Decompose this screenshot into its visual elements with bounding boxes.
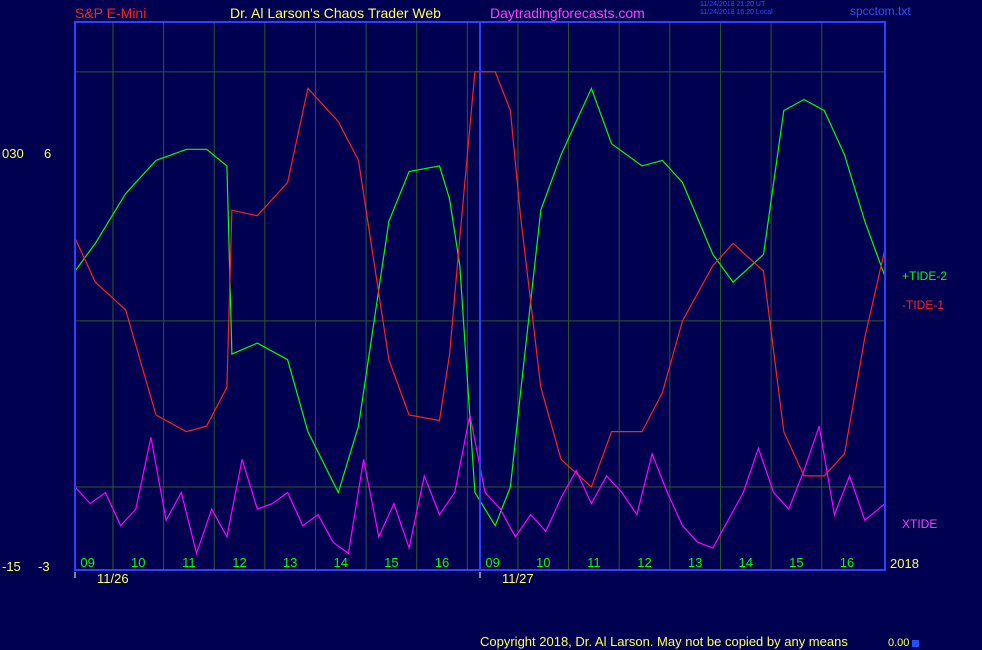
x-tick-label: 10 [131, 555, 145, 570]
x-tick-label: 09 [80, 555, 94, 570]
x-tick-label: 11 [587, 555, 601, 570]
x-tick-label: 15 [384, 555, 398, 570]
x-tick-label: 13 [283, 555, 297, 570]
series-line-xtide [74, 414, 886, 556]
y-label-6: 6 [44, 146, 52, 161]
file-name: spcctom.txt [850, 4, 911, 18]
x-tick-label: 13 [688, 555, 702, 570]
legend-tide2: +TIDE-2 [902, 269, 948, 283]
utc-timestamp: 11/24/2018 21:20 UT [700, 1, 766, 8]
x-tick-label: 16 [435, 555, 449, 570]
y-label-030: 030 [2, 146, 24, 161]
x-axis-ticks: 09 10 11 12 13 14 15 16 09 10 11 12 13 14 15 16 11/26 11/… [74, 555, 854, 586]
date-label: 11/26 [97, 571, 129, 586]
series-line-tide-1 [74, 71, 886, 489]
x-tick-label: 11 [182, 555, 196, 570]
series-layer [74, 71, 886, 556]
x-tick-label: 14 [334, 555, 348, 570]
copyright-notice: Copyright 2018, Dr. Al Larson. May not b… [480, 634, 848, 649]
x-tick-label: 15 [789, 555, 803, 570]
x-tick-label: 16 [840, 555, 854, 570]
year-label: 2018 [890, 556, 919, 571]
site-url-link[interactable]: Daytradingforecasts.com [490, 5, 645, 21]
x-tick-label: 14 [739, 555, 753, 570]
date-label: 11/27 [502, 571, 534, 586]
legend-tide1: -TIDE-1 [902, 298, 944, 312]
y-label-neg15: -15 [2, 559, 21, 574]
x-tick-label: 12 [637, 555, 651, 570]
legend-xtide: XTIDE [902, 517, 938, 531]
counter-value: 0.00 [888, 637, 910, 649]
series-line-tide-2 [74, 86, 886, 528]
x-tick-label: 10 [536, 555, 550, 570]
x-tick-label: 09 [485, 555, 499, 570]
y-label-neg3: -3 [38, 559, 50, 574]
site-title: Dr. Al Larson's Chaos Trader Web [230, 5, 441, 21]
local-timestamp: 11/24/2018 16:20 Local [700, 9, 773, 16]
status-square-icon [912, 640, 919, 647]
x-tick-label: 12 [232, 555, 246, 570]
symbol-label: S&P E-Mini [75, 5, 147, 21]
